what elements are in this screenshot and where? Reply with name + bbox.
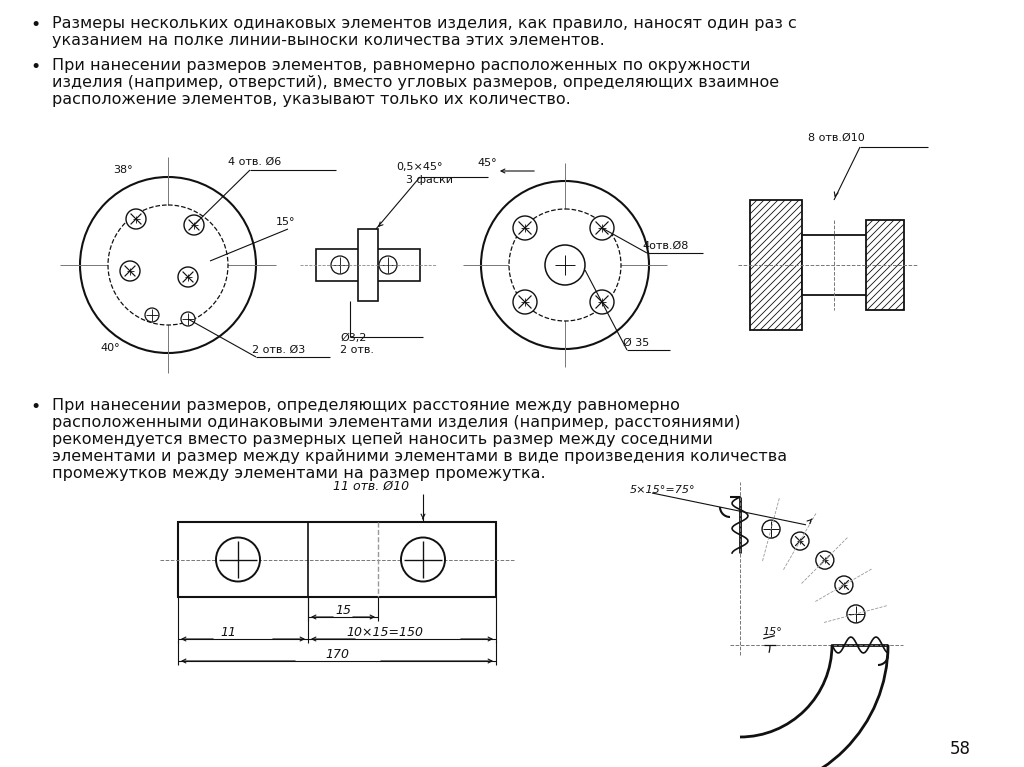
Text: 15: 15 (335, 604, 351, 617)
Text: 45°: 45° (477, 158, 497, 168)
Circle shape (481, 181, 649, 349)
Circle shape (847, 605, 865, 623)
Circle shape (184, 215, 204, 235)
Text: При нанесении размеров, определяющих расстояние между равномерно: При нанесении размеров, определяющих рас… (52, 398, 680, 413)
Circle shape (509, 209, 621, 321)
Circle shape (178, 267, 198, 287)
Circle shape (379, 256, 397, 274)
Text: 10×15=150: 10×15=150 (346, 626, 423, 639)
Bar (316, 249, 420, 281)
Text: 4 отв. Ø6: 4 отв. Ø6 (228, 157, 282, 167)
Text: 38°: 38° (113, 165, 133, 175)
Text: изделия (например, отверстий), вместо угловых размеров, определяющих взаимное: изделия (например, отверстий), вместо уг… (52, 75, 779, 90)
Bar (750, 200, 802, 330)
Text: расположенными одинаковыми элементами изделия (например, расстояниями): расположенными одинаковыми элементами из… (52, 415, 740, 430)
Text: 2 отв. Ø3: 2 отв. Ø3 (252, 345, 305, 355)
Text: 4отв.Ø8: 4отв.Ø8 (642, 241, 688, 251)
Bar (178, 522, 496, 597)
Text: •: • (30, 16, 40, 34)
Circle shape (590, 290, 614, 314)
Text: указанием на полке линии-выноски количества этих элементов.: указанием на полке линии-выноски количес… (52, 33, 605, 48)
Text: 5×15°=75°: 5×15°=75° (630, 485, 695, 495)
Circle shape (590, 216, 614, 240)
Text: 40°: 40° (100, 343, 120, 353)
Circle shape (120, 261, 140, 281)
Bar (866, 220, 904, 310)
Bar (358, 229, 378, 301)
Text: 11: 11 (220, 626, 236, 639)
Text: 11 отв. Ø10: 11 отв. Ø10 (333, 480, 410, 493)
Text: Размеры нескольких одинаковых элементов изделия, как правило, наносят один раз с: Размеры нескольких одинаковых элементов … (52, 16, 797, 31)
Circle shape (401, 538, 445, 581)
Circle shape (108, 205, 228, 325)
Text: 2 отв.: 2 отв. (340, 345, 374, 355)
Circle shape (513, 216, 537, 240)
Text: 58: 58 (949, 740, 971, 758)
Circle shape (835, 576, 853, 594)
Text: 8 отв.Ø10: 8 отв.Ø10 (808, 133, 864, 143)
Circle shape (181, 312, 195, 326)
Circle shape (816, 551, 834, 569)
Text: 170: 170 (325, 648, 349, 661)
Circle shape (762, 520, 780, 538)
Text: 15°: 15° (276, 217, 296, 227)
Text: Ø 35: Ø 35 (623, 338, 649, 348)
Text: Ø3,2: Ø3,2 (340, 333, 367, 343)
Circle shape (126, 209, 146, 229)
Text: 0,5×45°: 0,5×45° (396, 162, 442, 172)
Text: 15°: 15° (762, 627, 782, 637)
Text: рекомендуется вместо размерных цепей наносить размер между соседними: рекомендуется вместо размерных цепей нан… (52, 432, 713, 447)
Text: элементами и размер между крайними элементами в виде произведения количества: элементами и размер между крайними элеме… (52, 449, 787, 464)
Text: расположение элементов, указывают только их количество.: расположение элементов, указывают только… (52, 92, 570, 107)
Circle shape (216, 538, 260, 581)
Text: •: • (30, 58, 40, 76)
Circle shape (513, 290, 537, 314)
Circle shape (145, 308, 159, 322)
Text: 3 фаски: 3 фаски (406, 175, 453, 185)
Bar (802, 235, 872, 295)
Text: •: • (30, 398, 40, 416)
Circle shape (331, 256, 349, 274)
Text: промежутков между элементами на размер промежутка.: промежутков между элементами на размер п… (52, 466, 546, 481)
Text: При нанесении размеров элементов, равномерно расположенных по окружности: При нанесении размеров элементов, равном… (52, 58, 751, 73)
Circle shape (80, 177, 256, 353)
Circle shape (791, 532, 809, 550)
Circle shape (545, 245, 585, 285)
